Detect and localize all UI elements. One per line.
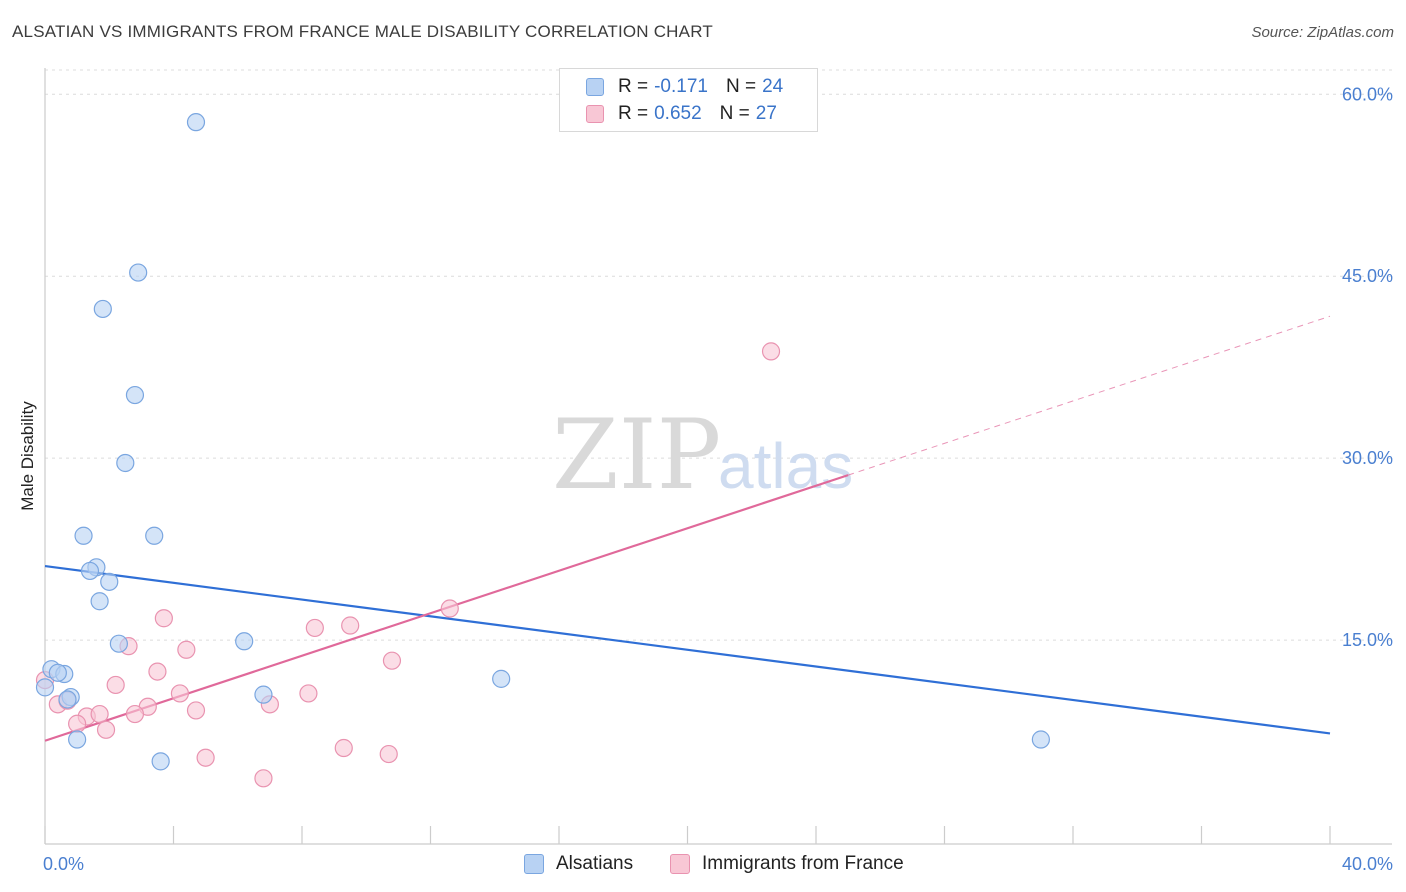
legend-r-value: 0.652: [654, 103, 702, 124]
alsatians-point: [186, 113, 206, 132]
immigrants-point: [334, 738, 353, 758]
immigrants-point: [305, 618, 324, 638]
bottom-legend-label: Immigrants from France: [702, 853, 904, 874]
bottom-legend-label: Alsatians: [556, 853, 634, 874]
alsatians-point: [100, 572, 119, 591]
bottom-legend-swatch-pink: [670, 854, 690, 874]
alsatians-point: [151, 752, 170, 771]
alsatians-point: [1031, 730, 1050, 749]
alsatians-point: [58, 690, 77, 709]
legend-n-label: N =: [719, 103, 750, 124]
legend-n-label: N =: [725, 76, 757, 97]
alsatians-point: [80, 561, 100, 581]
trend-lines: [44, 315, 1331, 742]
immigrants-point: [382, 651, 402, 670]
immigrants-point: [170, 684, 190, 703]
alsatians-point: [35, 678, 55, 697]
immigrants-point: [379, 744, 398, 764]
immigrants-point: [68, 714, 87, 733]
legend-n-value: 24: [762, 76, 784, 97]
x-tick-label: 0.0%: [43, 854, 84, 874]
legend-r-label: R =: [618, 76, 649, 97]
watermark: ZIP atlas: [552, 399, 853, 511]
y-tick-label: 45.0%: [1342, 266, 1393, 286]
alsatians-point: [74, 526, 93, 545]
bottom-legend-swatch-blue: [524, 854, 544, 874]
immigrants-point: [761, 342, 781, 361]
axes: [44, 68, 1392, 845]
legend-n-value: 27: [755, 103, 777, 124]
alsatians-point: [48, 663, 67, 682]
immigrants-point: [186, 701, 206, 720]
alsatians-point: [90, 592, 109, 611]
bottom-legend-immigrants: Immigrants from France: [670, 852, 904, 876]
source-credit: Source: ZipAtlas.com: [1251, 24, 1394, 41]
alsatians-trend-line: [44, 564, 1331, 735]
legend-row-alsatians: R = -0.171 N = 24: [586, 76, 783, 98]
data-points: [35, 113, 1050, 788]
watermark-zip: ZIP: [552, 399, 721, 511]
grid-lines: [45, 69, 1392, 641]
immigrants-point: [106, 675, 125, 695]
immigrants-point: [196, 748, 215, 767]
immigrants-point: [154, 609, 173, 628]
immigrants-point: [440, 599, 459, 618]
chart-title: ALSATIAN VS IMMIGRANTS FROM FRANCE MALE …: [12, 22, 713, 41]
alsatians-point: [492, 669, 511, 688]
y-tick-label: 15.0%: [1342, 630, 1393, 650]
x-tick-label: 40.0%: [1342, 854, 1393, 874]
alsatians-point: [93, 299, 112, 319]
alsatians-point: [254, 685, 273, 704]
legend-swatch-blue: [586, 78, 604, 96]
y-tick-label: 60.0%: [1342, 84, 1393, 104]
watermark-atlas: atlas: [718, 430, 853, 502]
immigrants-point: [254, 769, 273, 788]
immigrants-point: [177, 640, 196, 659]
immigrants-point: [96, 720, 116, 739]
immigrants-point: [341, 616, 360, 635]
correlation-legend: R = -0.171 N = 24 R = 0.652 N = 27: [559, 68, 818, 132]
y-tick-label: 30.0%: [1342, 448, 1393, 468]
immigrants-point: [299, 684, 318, 703]
legend-r-value: -0.171: [654, 76, 708, 97]
alsatians-point: [116, 453, 135, 473]
alsatians-point: [235, 632, 254, 651]
immigrants-point: [90, 704, 109, 724]
alsatians-point: [109, 634, 128, 653]
immigrants-trend-extension: [847, 315, 1331, 476]
alsatians-point: [68, 730, 87, 749]
immigrants-point: [125, 704, 145, 724]
legend-swatch-pink: [586, 105, 604, 123]
alsatians-point: [145, 526, 164, 545]
alsatians-point: [125, 385, 145, 405]
immigrants-point: [148, 662, 167, 681]
bottom-legend-alsatians: Alsatians: [524, 852, 633, 876]
legend-row-immigrants: R = 0.652 N = 27: [586, 103, 777, 125]
alsatians-point: [129, 263, 148, 282]
tick-labels: 15.0% 30.0% 45.0% 60.0% 0.0% 40.0%: [43, 84, 1393, 874]
legend-r-label: R =: [618, 103, 649, 124]
